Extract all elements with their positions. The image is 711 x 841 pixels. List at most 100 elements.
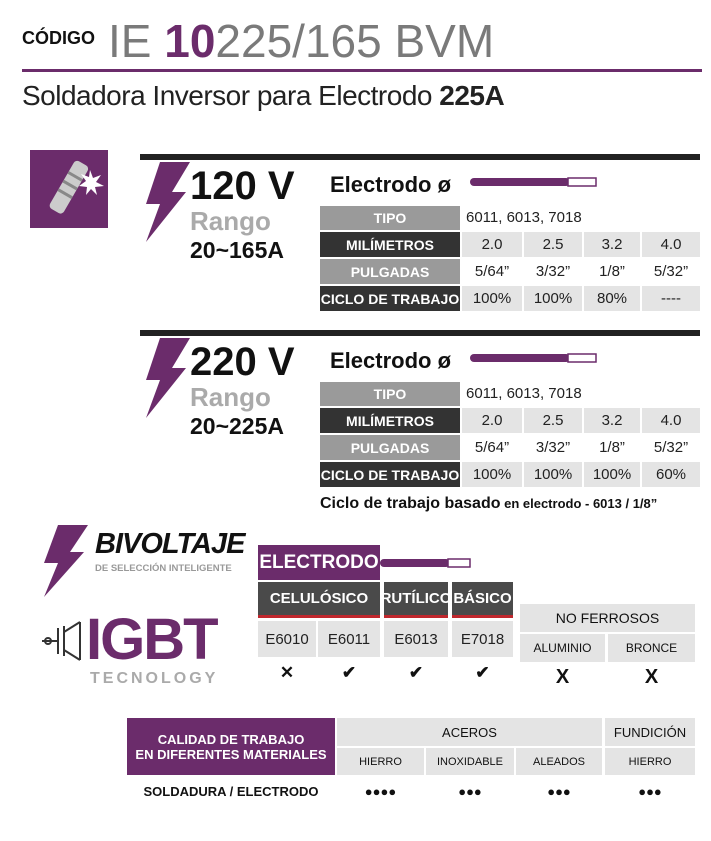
igbt-symbol — [42, 621, 81, 661]
voltage: 120 V — [190, 164, 295, 208]
cell: 6011, 6013, 7018 — [466, 209, 582, 226]
bivoltaje-sub: DE SELECCIÓN INTELIGENTE — [95, 563, 232, 574]
cell: 3.2 — [584, 408, 640, 433]
subtitle: Soldadora Inversor para Electrodo 225A — [22, 80, 505, 112]
quality-title: CALIDAD DE TRABAJO EN DIFERENTES MATERIAL… — [127, 718, 335, 775]
rating: ●●● — [638, 783, 662, 799]
compat-mark: X — [644, 665, 659, 688]
electrode-code: E6010 — [258, 621, 316, 657]
cell: 100% — [524, 462, 582, 487]
code-rest: 225/165 BVM — [215, 15, 495, 67]
code-prefix: IE — [108, 15, 165, 67]
cell: 2.0 — [462, 408, 522, 433]
row-label: PULGADAS — [320, 259, 460, 284]
range: 20~165A — [190, 237, 284, 263]
material: ALUMINIO — [520, 634, 605, 662]
group-header: RUTÍLICO — [381, 582, 451, 618]
cell: 1/8” — [584, 435, 640, 460]
electrode-code: E6013 — [384, 621, 448, 657]
cell: ---- — [642, 286, 700, 311]
note-rest: en electrodo - 6013 / 1/8” — [500, 496, 658, 511]
compat-mark: X — [555, 665, 570, 688]
bolt-icon — [146, 162, 190, 242]
cell: 60% — [642, 462, 700, 487]
cell: 4.0 — [642, 408, 700, 433]
column-header: HIERRO — [605, 748, 695, 775]
row-label: SOLDADURA / ELECTRODO — [143, 783, 319, 799]
welding-icon — [30, 150, 108, 228]
product-code: IE 10225/165 BVM — [108, 14, 494, 68]
group-header: BÁSICO — [452, 582, 513, 618]
row-label: PULGADAS — [320, 435, 460, 460]
range-label: Rango — [190, 382, 271, 412]
cell: 100% — [462, 286, 522, 311]
cell: 5/32” — [642, 435, 700, 460]
cell: 3/32” — [524, 259, 582, 284]
cell: 4.0 — [642, 232, 700, 257]
section-rule — [140, 330, 700, 336]
cell: 100% — [584, 462, 640, 487]
compat-mark: ✔ — [475, 663, 490, 682]
column-header: HIERRO — [337, 748, 424, 775]
note-bold: Ciclo de trabajo basado — [320, 495, 501, 512]
row-label: MILÍMETROS — [320, 232, 460, 257]
cell: 100% — [524, 286, 582, 311]
cell: 6011, 6013, 7018 — [466, 385, 582, 402]
title-line: CALIDAD DE TRABAJO — [157, 731, 305, 747]
cell: 100% — [462, 462, 522, 487]
electrode-rod — [470, 353, 597, 363]
row-label: TIPO — [320, 382, 460, 406]
cell: 5/64” — [462, 259, 522, 284]
header-rule — [22, 69, 702, 72]
electrode-rod — [470, 177, 597, 187]
cell: 80% — [584, 286, 640, 311]
igbt-sub: TECNOLOGY — [90, 670, 219, 687]
title-line: EN DIFERENTES MATERIALES — [135, 746, 327, 762]
electrode-rod — [380, 558, 471, 568]
column-header: ALEADOS — [516, 748, 602, 775]
group-header: FUNDICIÓN — [605, 718, 695, 746]
code-bold: 10 — [164, 15, 216, 67]
bolt-icon — [44, 525, 88, 597]
range: 20~225A — [190, 413, 284, 439]
group-header: CELULÓSICO — [258, 582, 380, 618]
material: BRONCE — [608, 634, 695, 662]
cell: 3.2 — [584, 232, 640, 257]
cell: 5/32” — [642, 259, 700, 284]
compat-mark: ✔ — [341, 663, 357, 682]
row-label: TIPO — [320, 206, 460, 230]
rating: ●●●● — [364, 783, 397, 799]
electrode-code: E7018 — [452, 621, 513, 657]
rating: ●●● — [458, 783, 482, 799]
row-label: MILÍMETROS — [320, 408, 460, 433]
bolt-icon — [146, 338, 190, 418]
igbt: IGBT — [86, 607, 219, 672]
voltage: 220 V — [190, 340, 295, 384]
compat-mark: ✕ — [279, 663, 295, 682]
subtitle-text: Soldadora Inversor para Electrodo — [22, 80, 440, 111]
cell: 5/64” — [462, 435, 522, 460]
cell: 3/32” — [524, 435, 582, 460]
duty-note: Ciclo de trabajo basado en electrodo - 6… — [320, 495, 657, 513]
section-rule — [140, 154, 700, 160]
electrode-title: Electrodo ø — [330, 348, 452, 373]
subtitle-bold: 225A — [439, 80, 505, 111]
cell: 2.5 — [524, 232, 582, 257]
row-label: CICLO DE TRABAJO — [320, 286, 460, 311]
code-label: CÓDIGO — [22, 28, 96, 48]
rating: ●●● — [547, 783, 571, 799]
cell: 2.5 — [524, 408, 582, 433]
electrode-title: Electrodo ø — [330, 172, 452, 197]
electrode-code: E6011 — [318, 621, 380, 657]
compat-mark: ✔ — [408, 663, 424, 682]
row-label: CICLO DE TRABAJO — [320, 462, 460, 487]
group-header: ACEROS — [337, 718, 602, 746]
compat-title: ELECTRODO — [258, 545, 380, 580]
column-header: INOXIDABLE — [426, 748, 514, 775]
range-label: Rango — [190, 206, 271, 236]
cell: 2.0 — [462, 232, 522, 257]
cell: 1/8” — [584, 259, 640, 284]
nonferrous-title: NO FERROSOS — [520, 604, 695, 632]
